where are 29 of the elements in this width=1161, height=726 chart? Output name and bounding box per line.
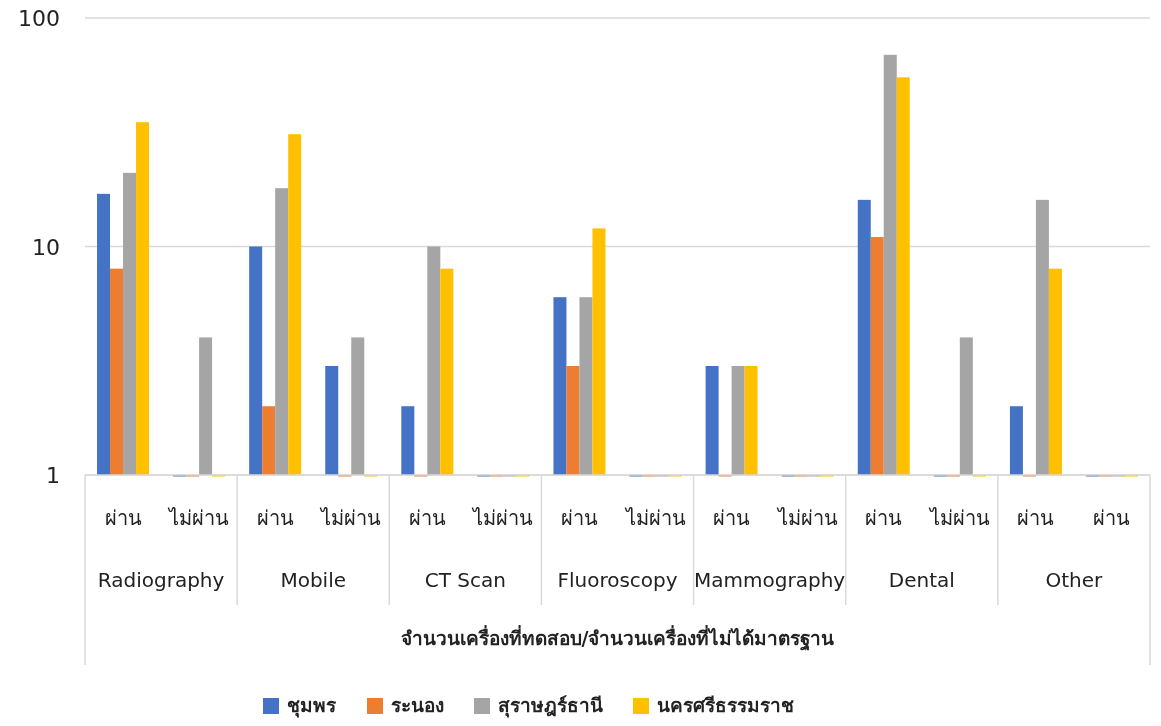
x-tick-label: ผ่าน bbox=[104, 506, 142, 530]
y-tick-label: 100 bbox=[18, 6, 60, 31]
x-tick-label: ไม่ผ่าน bbox=[319, 506, 382, 530]
x-tick-label: ไม่ผ่าน bbox=[623, 506, 686, 530]
text: Fluoroscopy bbox=[557, 568, 678, 592]
legend-label: ระนอง bbox=[391, 694, 444, 716]
x-tick-label: ผ่าน bbox=[256, 506, 294, 530]
x-tick-label: ผ่าน bbox=[865, 506, 903, 530]
text: จำนวนเครื่องที่ทดสอบ/จำนวนเครื่องที่ไม่ได้มาตรฐาน bbox=[400, 625, 835, 652]
text: Other bbox=[1045, 568, 1104, 592]
y-tick-label: 10 bbox=[32, 234, 60, 260]
legend-label: ชุมพร bbox=[287, 694, 337, 718]
x-tick-label: ผ่าน bbox=[560, 506, 598, 530]
x-tick-label: ไม่ผ่าน bbox=[775, 506, 838, 530]
y-tick-label: 1 bbox=[46, 463, 60, 488]
x-tick-label: ผ่าน bbox=[1017, 506, 1055, 530]
x-tick-label: ไม่ผ่าน bbox=[927, 506, 990, 530]
x-tick-label: ไม่ผ่าน bbox=[471, 506, 534, 530]
text: Dental bbox=[888, 568, 955, 592]
text: Radiography bbox=[97, 568, 225, 592]
text: Mammography bbox=[694, 568, 846, 592]
x-tick-label: ผ่าน bbox=[1093, 506, 1131, 530]
text: CT Scan bbox=[424, 568, 506, 592]
text: Mobile bbox=[280, 568, 347, 592]
legend-label: นครศรีธรรมราช bbox=[657, 694, 794, 716]
x-tick-label: ผ่าน bbox=[713, 506, 751, 530]
legend-label: สุราษฎร์ธานี bbox=[498, 694, 603, 718]
x-tick-label: ไม่ผ่าน bbox=[167, 506, 230, 530]
x-tick-label: ผ่าน bbox=[408, 506, 446, 530]
